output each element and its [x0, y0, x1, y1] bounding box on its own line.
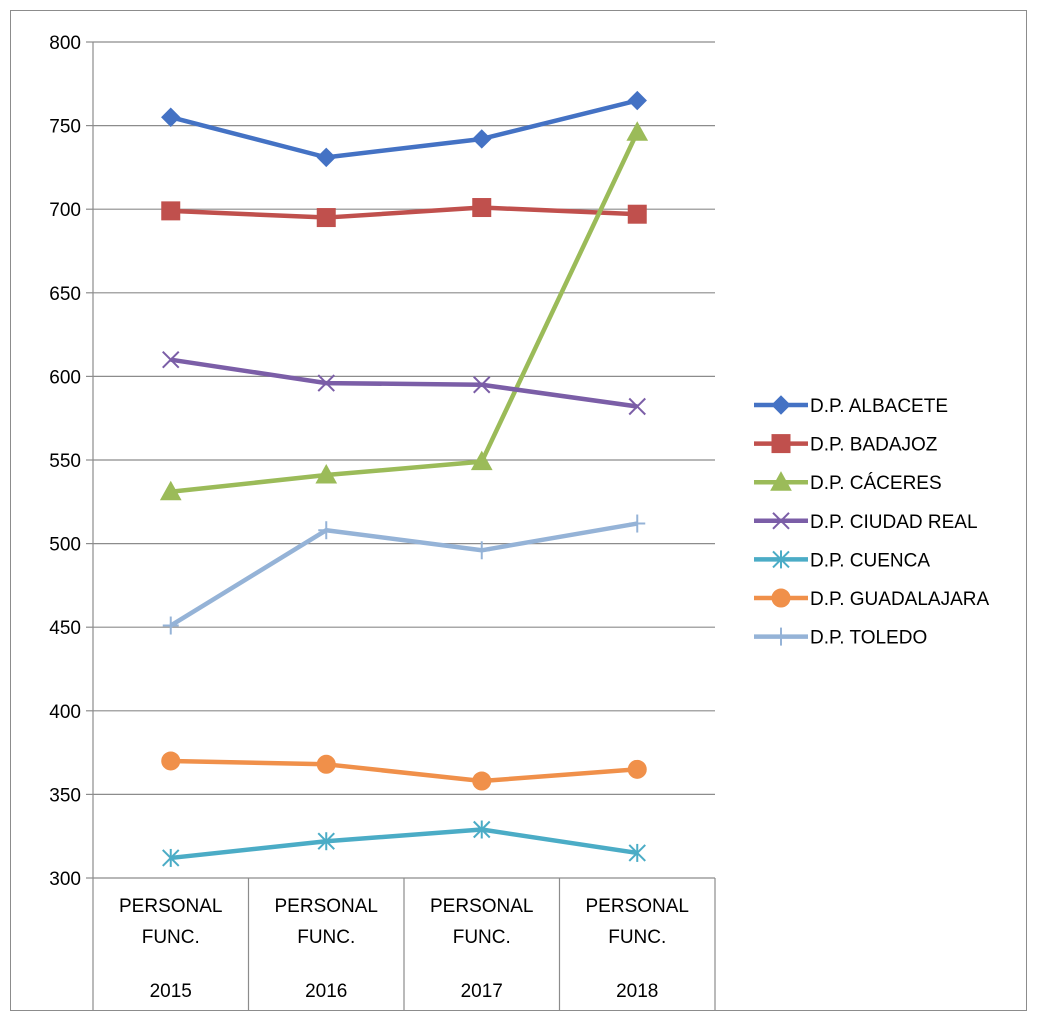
data-point: [318, 521, 335, 540]
series-5: [161, 751, 647, 791]
y-tick-label: 400: [49, 702, 81, 723]
data-point: [627, 759, 647, 779]
data-point: [315, 464, 338, 484]
data-point: [473, 376, 491, 394]
legend-item: D.P. BADAJOZ: [754, 434, 938, 456]
legend-marker: [772, 550, 790, 569]
data-point: [629, 514, 646, 533]
series-line: [170, 758, 638, 784]
data-point: [161, 107, 181, 127]
x-category-label: FUNC.: [453, 927, 511, 948]
data-point: [161, 201, 181, 221]
x-category-label: PERSONAL: [430, 896, 533, 917]
data-point: [472, 198, 492, 218]
legend-item: D.P. CÁCERES: [754, 471, 942, 494]
y-tick-label: 600: [49, 367, 81, 388]
legend-label: D.P. GUADALAJARA: [810, 589, 989, 610]
data-point: [472, 129, 492, 149]
data-point: [317, 374, 335, 392]
series-1: [161, 198, 647, 228]
data-point: [162, 616, 179, 635]
legend-marker: [771, 395, 791, 415]
series-line: [170, 98, 638, 160]
data-point: [317, 832, 335, 851]
series-0: [161, 90, 647, 168]
y-tick-label: 700: [49, 200, 81, 221]
series-line: [170, 131, 640, 495]
data-point: [316, 147, 336, 168]
series-line: [170, 827, 638, 861]
series-2: [159, 121, 649, 501]
data-point: [472, 771, 492, 791]
y-tick-label: 650: [49, 284, 81, 305]
legend-label: D.P. TOLEDO: [810, 628, 927, 649]
x-category-label: FUNC.: [608, 927, 666, 948]
series-3: [162, 350, 646, 416]
data-point: [473, 541, 490, 560]
series-line: [170, 205, 638, 220]
legend-label: D.P. BADAJOZ: [810, 435, 938, 456]
y-tick-label: 450: [49, 618, 81, 639]
series-line: [169, 521, 638, 628]
data-point: [628, 843, 646, 862]
x-category-label: PERSONAL: [275, 896, 378, 917]
data-point: [159, 480, 182, 501]
x-category-year: 2015: [150, 981, 192, 1002]
x-category-label: PERSONAL: [586, 896, 689, 917]
legend-marker: [773, 627, 789, 646]
legend-item: D.P. TOLEDO: [754, 627, 927, 649]
legend-marker: [771, 434, 791, 454]
series-4: [162, 820, 646, 867]
x-category-year: 2016: [305, 981, 347, 1002]
legend-label: D.P. ALBACETE: [810, 396, 948, 417]
series-line: [170, 357, 638, 409]
data-point: [627, 90, 647, 111]
y-tick-label: 550: [49, 451, 81, 472]
data-point: [162, 848, 180, 867]
legend-item: D.P. CUENCA: [754, 550, 930, 571]
legend-marker: [770, 471, 792, 491]
chart-frame: [10, 10, 1027, 1011]
x-category-year: 2017: [461, 981, 503, 1002]
x-category-label: FUNC.: [142, 927, 200, 948]
x-category-label: PERSONAL: [119, 896, 222, 917]
legend-marker: [772, 512, 790, 530]
data-point: [316, 754, 336, 774]
legend-item: D.P. CIUDAD REAL: [754, 512, 978, 533]
data-point: [161, 751, 181, 771]
x-category-label: FUNC.: [297, 927, 355, 948]
legend-label: D.P. CÁCERES: [810, 473, 942, 494]
y-tick-label: 750: [49, 117, 81, 138]
data-point: [626, 121, 649, 141]
legend-label: D.P. CIUDAD REAL: [810, 512, 978, 533]
legend-item: D.P. ALBACETE: [754, 395, 948, 417]
data-point: [473, 820, 491, 839]
data-point: [627, 204, 647, 224]
y-tick-label: 350: [49, 785, 81, 806]
y-tick-label: 500: [49, 535, 81, 556]
legend: D.P. ALBACETE D.P. BADAJOZ D.P. CÁCERES D.P…: [754, 395, 989, 649]
x-category-year: 2018: [616, 981, 658, 1002]
data-point: [162, 350, 180, 369]
data-point: [628, 397, 646, 416]
y-tick-label: 300: [49, 869, 81, 890]
gridlines: [86, 41, 715, 879]
legend-item: D.P. GUADALAJARA: [754, 588, 989, 610]
y-tick-label: 800: [49, 33, 81, 54]
data-point: [316, 208, 336, 228]
series-6: [162, 514, 646, 635]
data-point: [470, 450, 493, 471]
legend-marker: [771, 588, 791, 608]
legend-label: D.P. CUENCA: [810, 550, 930, 571]
